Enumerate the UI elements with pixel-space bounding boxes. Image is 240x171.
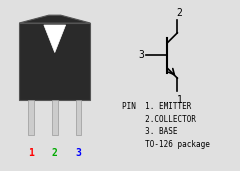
Polygon shape — [76, 100, 81, 135]
Text: 3. BASE: 3. BASE — [122, 127, 177, 136]
Text: TO-126 package: TO-126 package — [122, 140, 210, 149]
Polygon shape — [44, 25, 66, 52]
Text: 2: 2 — [176, 8, 182, 18]
Polygon shape — [19, 23, 90, 100]
Text: 1: 1 — [176, 95, 182, 105]
Text: 3: 3 — [76, 148, 81, 158]
Text: 2: 2 — [52, 148, 58, 158]
Polygon shape — [19, 15, 90, 23]
Polygon shape — [52, 100, 58, 135]
Text: 2.COLLECTOR: 2.COLLECTOR — [122, 115, 196, 123]
Polygon shape — [28, 100, 34, 135]
Text: 3: 3 — [139, 50, 145, 61]
Text: 1: 1 — [28, 148, 34, 158]
Text: PIN  1. EMITTER: PIN 1. EMITTER — [122, 102, 191, 111]
